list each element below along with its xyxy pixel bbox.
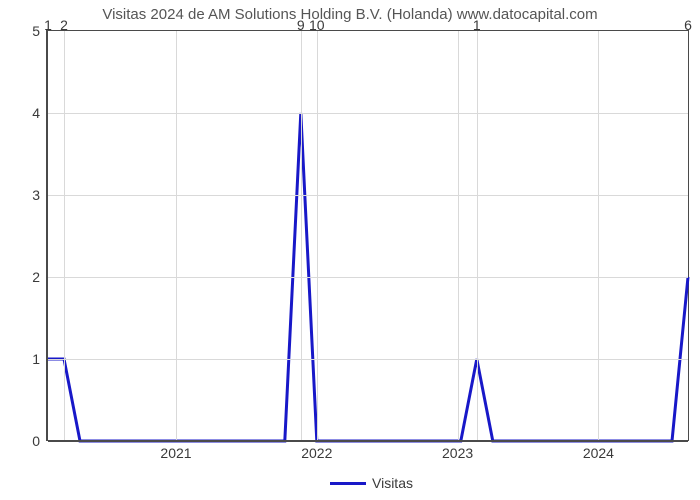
x-tick-top-label: 2 xyxy=(60,17,68,33)
chart-title: Visitas 2024 de AM Solutions Holding B.V… xyxy=(0,6,700,23)
y-tick-label: 5 xyxy=(32,23,40,39)
x-tick-top-label: 6 xyxy=(684,17,692,33)
line-chart: Visitas 2024 de AM Solutions Holding B.V… xyxy=(0,0,700,500)
gridline-v xyxy=(477,31,478,441)
legend: Visitas xyxy=(330,475,413,491)
y-tick-label: 3 xyxy=(32,187,40,203)
legend-swatch xyxy=(330,482,366,485)
plot-area: 01234512910162021202220232024 xyxy=(46,30,689,441)
y-tick-label: 1 xyxy=(32,351,40,367)
x-tick-bottom-label: 2023 xyxy=(442,445,473,461)
gridline-h xyxy=(48,359,688,360)
y-tick-label: 0 xyxy=(32,433,40,449)
x-tick-bottom-label: 2024 xyxy=(583,445,614,461)
x-tick-top-label: 1 xyxy=(44,17,52,33)
gridline-h xyxy=(48,277,688,278)
plot-svg xyxy=(48,31,688,441)
x-tick-top-label: 1 xyxy=(473,17,481,33)
gridline-h xyxy=(48,113,688,114)
gridline-v xyxy=(176,31,177,441)
legend-label: Visitas xyxy=(372,475,413,491)
y-tick-label: 4 xyxy=(32,105,40,121)
gridline-v xyxy=(301,31,302,441)
y-tick-label: 2 xyxy=(32,269,40,285)
x-tick-top-label: 10 xyxy=(309,17,325,33)
x-tick-bottom-label: 2022 xyxy=(301,445,332,461)
x-axis-line xyxy=(48,440,688,442)
x-tick-top-label: 9 xyxy=(297,17,305,33)
x-tick-bottom-label: 2021 xyxy=(160,445,191,461)
gridline-v xyxy=(598,31,599,441)
gridline-v xyxy=(317,31,318,441)
gridline-v xyxy=(64,31,65,441)
gridline-v xyxy=(458,31,459,441)
gridline-h xyxy=(48,195,688,196)
